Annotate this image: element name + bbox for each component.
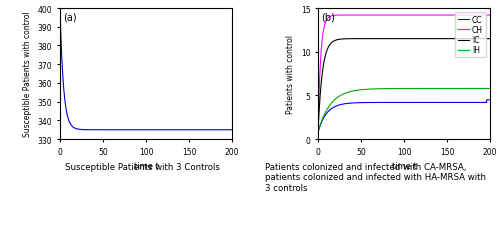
- Y-axis label: Patients with control: Patients with control: [286, 35, 295, 114]
- IH: [487, 88, 493, 90]
- IH: [315, 131, 321, 134]
- CC: [334, 105, 340, 107]
- IC: [465, 38, 471, 41]
- CC: [465, 102, 471, 104]
- Line: IH: IH: [318, 89, 490, 133]
- CH: [465, 15, 471, 17]
- CC: [345, 103, 351, 105]
- CC: [315, 131, 321, 134]
- CC: [388, 102, 394, 104]
- CH: [345, 15, 351, 17]
- IC: [334, 39, 340, 42]
- Legend: CC, CH, IC, IH: CC, CH, IC, IH: [454, 13, 486, 58]
- IC: [484, 38, 490, 41]
- Text: (b): (b): [322, 13, 336, 23]
- CH: [484, 15, 490, 17]
- IC: [315, 131, 321, 134]
- IC: [388, 38, 394, 41]
- IH: [345, 92, 351, 94]
- Y-axis label: Susceptible Patients with control: Susceptible Patients with control: [23, 12, 32, 137]
- X-axis label: time t: time t: [392, 162, 416, 171]
- CC: [487, 99, 493, 102]
- Line: IC: IC: [318, 39, 490, 133]
- CC: [484, 99, 490, 102]
- IH: [381, 88, 387, 91]
- IH: [388, 88, 394, 90]
- X-axis label: time t: time t: [134, 162, 158, 171]
- CH: [381, 15, 387, 17]
- IH: [484, 88, 490, 90]
- CH: [415, 15, 421, 17]
- IC: [487, 38, 493, 41]
- IC: [345, 38, 351, 41]
- Line: CH: CH: [318, 16, 490, 133]
- IH: [334, 97, 340, 99]
- Text: Patients colonized and infected with CA-MRSA,
patients colonized and infected wi: Patients colonized and infected with CA-…: [265, 162, 486, 192]
- IC: [381, 38, 387, 41]
- IH: [465, 88, 471, 90]
- CH: [487, 15, 493, 17]
- CH: [315, 131, 321, 134]
- IC: [474, 38, 480, 41]
- CH: [334, 15, 340, 17]
- Line: CC: CC: [318, 100, 490, 133]
- CH: [388, 15, 394, 17]
- CC: [484, 102, 490, 104]
- Text: Susceptible Patients with 3 Controls: Susceptible Patients with 3 Controls: [65, 162, 220, 171]
- CC: [381, 102, 387, 104]
- Text: (a): (a): [64, 13, 77, 23]
